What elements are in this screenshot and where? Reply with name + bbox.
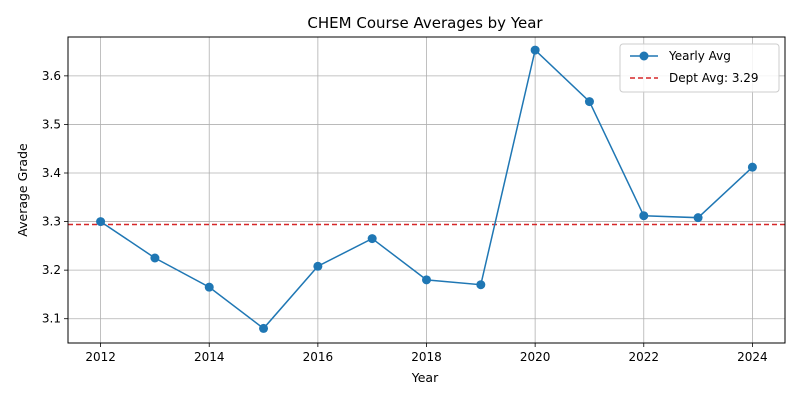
data-point <box>150 253 160 263</box>
data-point <box>259 323 269 333</box>
chart-title: CHEM Course Averages by Year <box>307 14 543 32</box>
legend-marker-yearly-avg <box>639 51 649 61</box>
y-axis-ticks: 3.1 3.2 3.3 3.4 3.5 3.6 <box>42 69 68 326</box>
data-point <box>313 261 323 271</box>
legend: Yearly Avg Dept Avg: 3.29 <box>619 43 780 93</box>
y-tick-label: 3.5 <box>42 117 61 131</box>
y-tick-label: 3.1 <box>42 312 61 326</box>
legend-label-yearly-avg: Yearly Avg <box>668 49 731 63</box>
data-point <box>693 213 703 223</box>
y-tick-label: 3.4 <box>42 166 61 180</box>
x-tick-label: 2018 <box>411 350 442 364</box>
series-layer <box>96 45 757 333</box>
y-tick-label: 3.3 <box>42 215 61 229</box>
data-point <box>747 162 757 172</box>
x-tick-label: 2012 <box>85 350 116 364</box>
y-axis-label: Average Grade <box>15 143 30 237</box>
data-point <box>476 280 486 290</box>
data-point <box>530 45 540 55</box>
y-tick-label: 3.6 <box>42 69 61 83</box>
data-point <box>367 234 377 244</box>
data-point <box>422 275 431 285</box>
x-tick-label: 2024 <box>737 350 768 364</box>
x-tick-label: 2020 <box>520 350 551 364</box>
data-point <box>204 282 214 292</box>
x-tick-label: 2014 <box>194 350 225 364</box>
data-point <box>96 217 106 227</box>
x-tick-label: 2016 <box>303 350 334 364</box>
legend-label-dept-avg: Dept Avg: 3.29 <box>669 71 759 85</box>
x-tick-label: 2022 <box>628 350 659 364</box>
x-axis-ticks: 2012 2014 2016 2018 2020 2022 2024 <box>85 343 768 364</box>
x-axis-label: Year <box>411 370 439 385</box>
y-tick-label: 3.2 <box>42 263 61 277</box>
data-point <box>584 97 594 107</box>
legend-box <box>619 43 780 93</box>
data-point <box>639 211 649 221</box>
